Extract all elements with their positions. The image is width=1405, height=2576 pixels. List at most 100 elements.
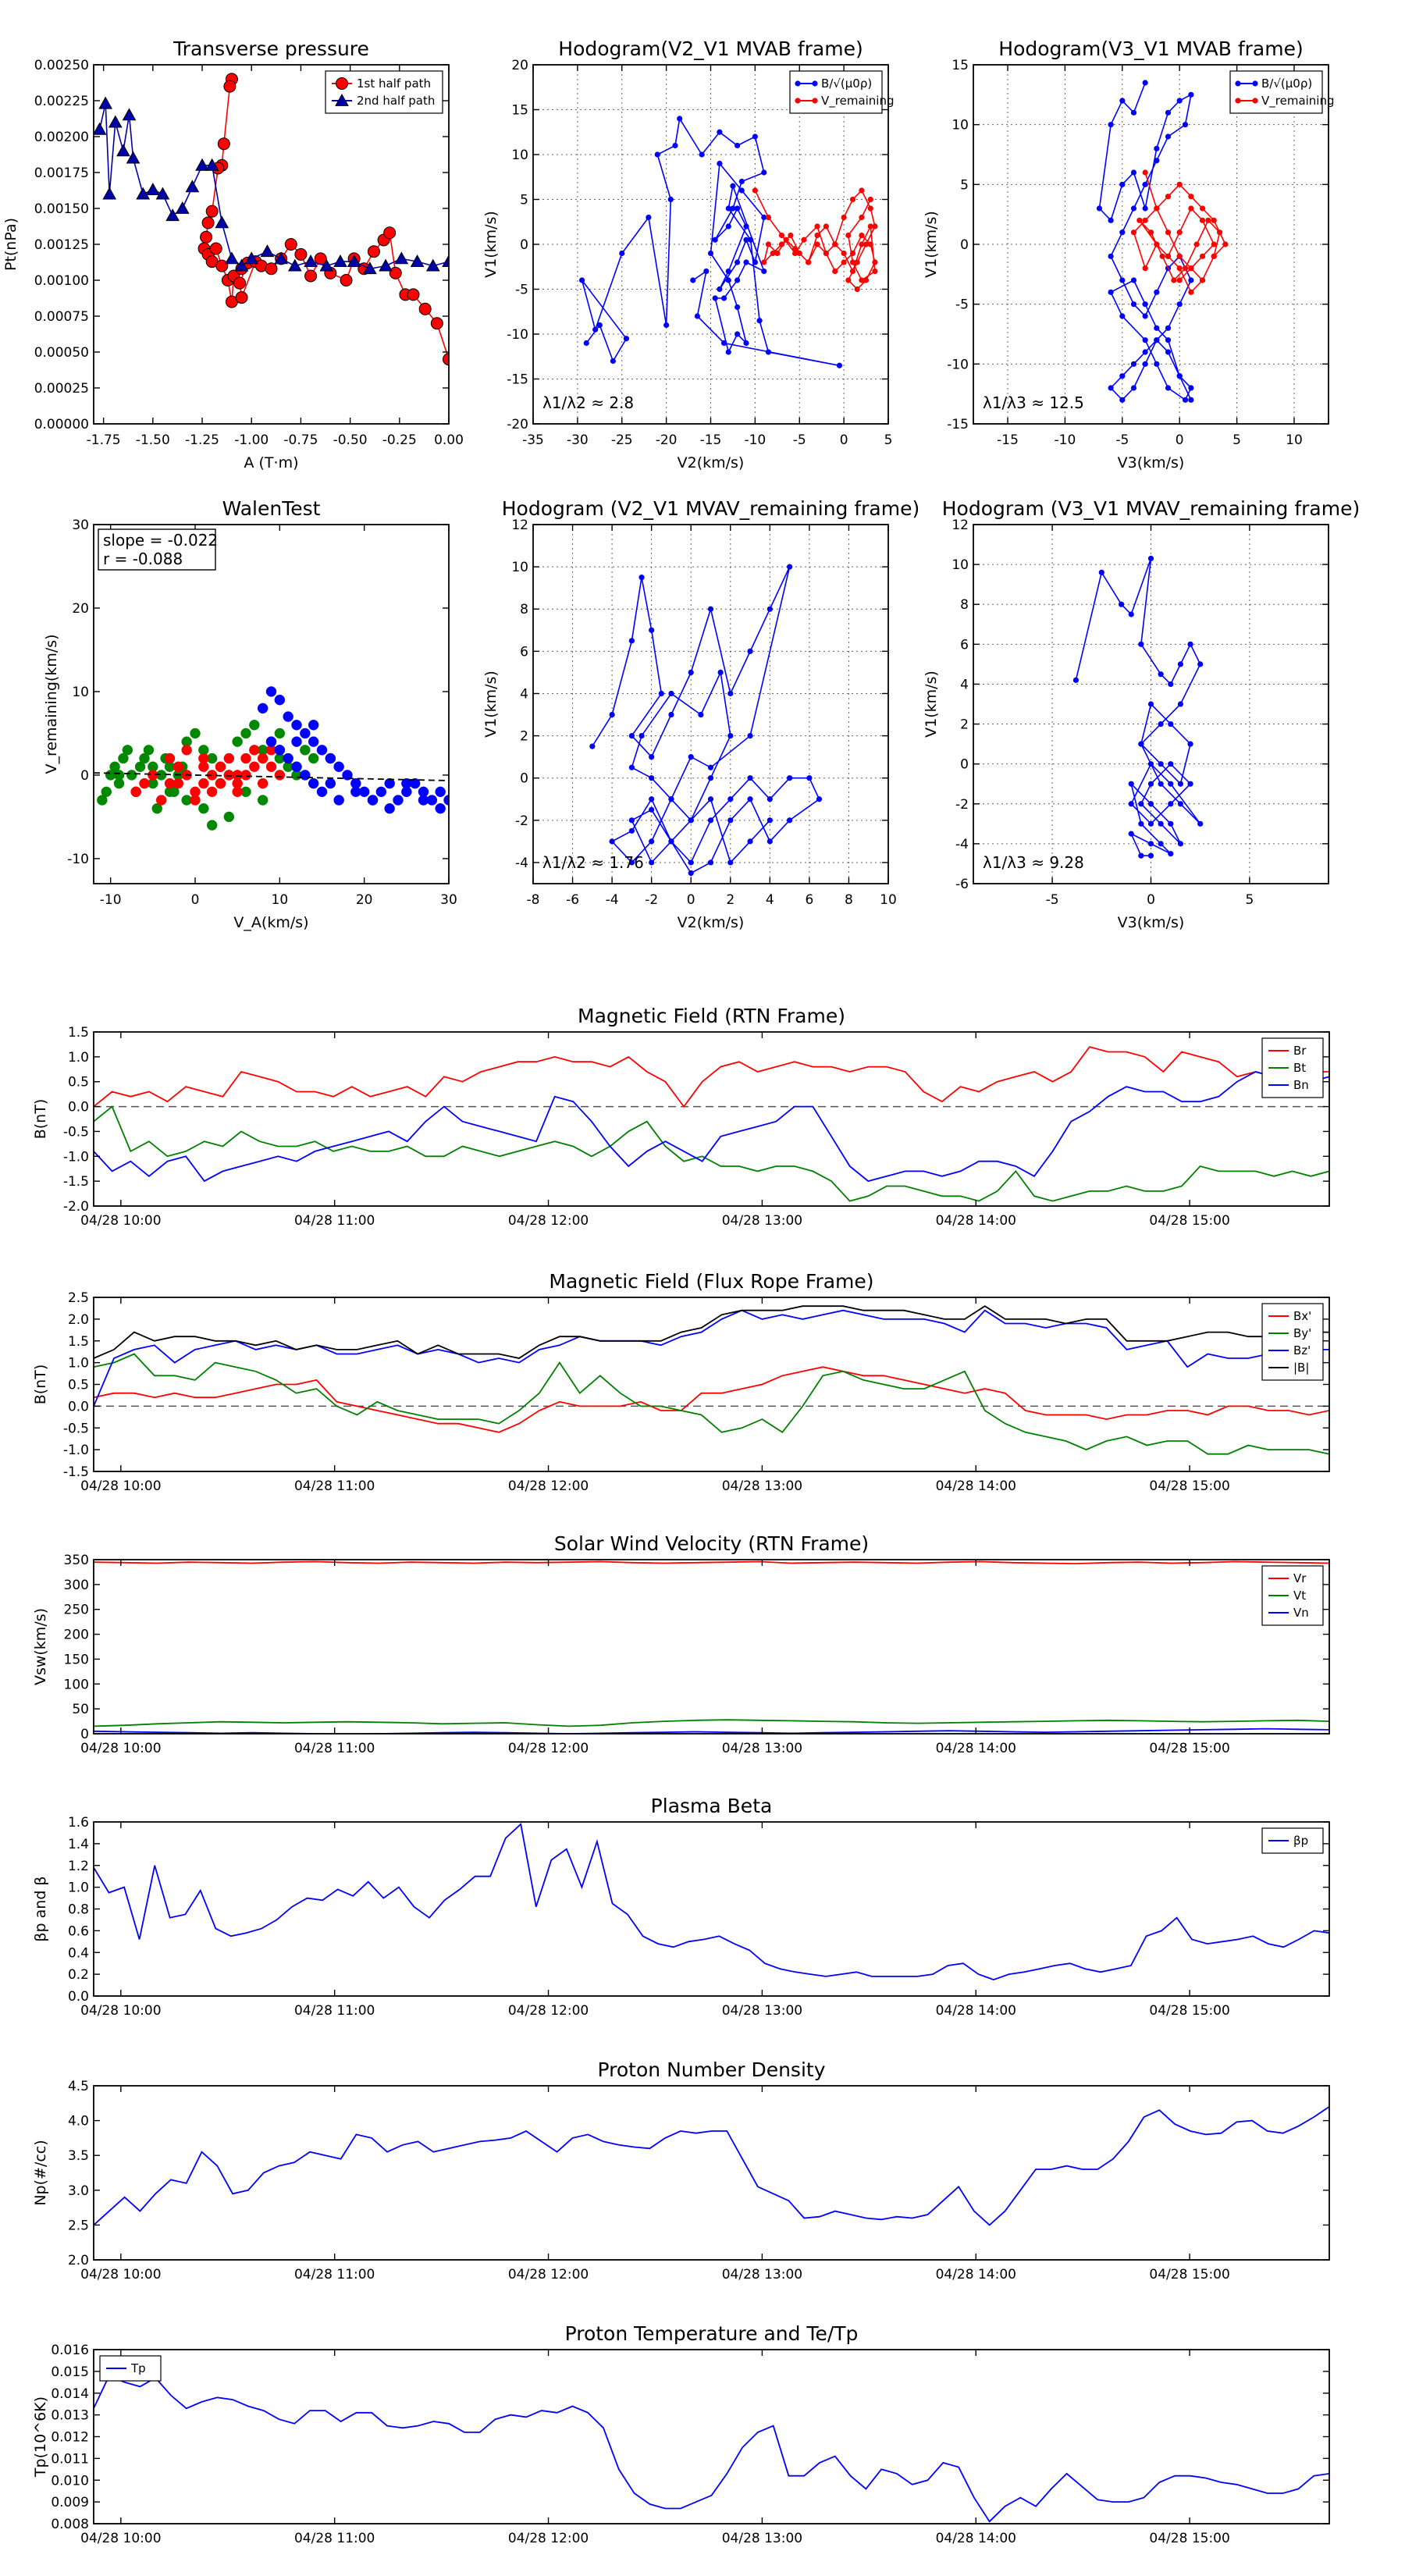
data-point (1168, 801, 1174, 807)
data-point (1168, 761, 1174, 767)
legend-box (325, 70, 443, 114)
x-tick-label: -0.75 (283, 432, 318, 448)
data-point (783, 237, 789, 243)
data-point (1188, 194, 1194, 200)
scatter-point (257, 795, 269, 806)
scatter-point (274, 770, 286, 781)
data-point (699, 151, 705, 158)
data-point (747, 838, 753, 845)
data-point (1187, 641, 1193, 647)
data-point (155, 187, 170, 200)
data-point (1142, 349, 1148, 355)
data-point (743, 340, 749, 347)
data-point (1165, 253, 1172, 259)
data-point (274, 251, 288, 265)
y-tick-label: 2.5 (68, 1290, 89, 1306)
data-point (1193, 241, 1200, 247)
data-point (707, 796, 714, 802)
data-point (1176, 98, 1183, 104)
data-point (443, 353, 449, 366)
y-axis-label: Np(#/cc) (32, 2140, 49, 2205)
scatter-point (393, 795, 404, 806)
chart-title: Plasma Beta (651, 1795, 773, 1817)
legend-label: B/√(μ0ρ) (821, 76, 872, 91)
data-point (690, 277, 696, 283)
data-point (1154, 337, 1160, 343)
data-point (649, 754, 655, 760)
data-point (1142, 337, 1148, 343)
data-point (1138, 820, 1144, 827)
x-tick-label: 04/28 11:00 (294, 2267, 375, 2282)
data-point (649, 806, 655, 813)
data-point (730, 183, 736, 189)
data-point (845, 232, 852, 239)
data-point (1108, 385, 1114, 391)
y-tick-label: 0 (520, 771, 528, 787)
stats-box (98, 528, 216, 571)
data-point (816, 796, 823, 802)
series-line-vr (94, 1560, 1329, 1565)
y-tick-label: 0.5 (68, 1075, 89, 1091)
data-point (628, 827, 635, 834)
data-point (225, 251, 239, 265)
data-point (688, 669, 694, 676)
y-tick-label: -10 (507, 327, 528, 343)
x-tick-label: 8 (845, 892, 853, 908)
data-point (1147, 701, 1154, 707)
scatter-point (190, 728, 201, 739)
x-axis-label: V2(km/s) (678, 914, 745, 931)
data-point (379, 258, 393, 272)
data-point (1176, 277, 1183, 283)
ratio-annotation: λ1/λ3 ≈ 9.28 (983, 853, 1084, 872)
series-group-mag_fr (94, 1305, 1329, 1455)
data-point (778, 232, 785, 239)
data-point (849, 196, 856, 203)
x-axis-label: V3(km/s) (1118, 914, 1185, 931)
series-line-0 (94, 2106, 1329, 2226)
data-point (1168, 720, 1174, 728)
x-tick-label: 04/28 14:00 (936, 2267, 1016, 2282)
data-point (638, 575, 645, 581)
x-tick-label: 10 (880, 892, 897, 908)
data-point (265, 262, 278, 276)
y-tick-label: 0.010 (51, 2473, 89, 2489)
data-point (791, 250, 799, 257)
data-point (823, 223, 829, 229)
y-axis-label: B(nT) (32, 1364, 49, 1405)
scatter-point (257, 703, 269, 714)
y-tick-label: 10 (951, 557, 969, 573)
panel-h3: -4 -2 0 2 4 6 8 10 12 -8 -6 -4 -2 0 2 4 6 8 10 Hodogram (V2… (482, 497, 919, 931)
y-tick-label: 0.4 (68, 1945, 89, 1961)
data-point (832, 241, 838, 247)
data-point (1168, 681, 1174, 688)
x-tick-label: -0.25 (382, 432, 417, 448)
x-tick-label: 04/28 13:00 (722, 2267, 802, 2282)
series-group-tp (94, 73, 449, 366)
data-point (638, 732, 645, 739)
legend-marker (812, 98, 818, 104)
data-point (363, 262, 377, 275)
y-tick-label: 0.009 (51, 2495, 89, 2510)
data-point (108, 115, 123, 128)
data-point (1128, 781, 1134, 787)
data-point (1199, 277, 1206, 283)
data-point (592, 326, 599, 333)
scatter-point (274, 745, 286, 756)
y-tick-label: 0.008 (51, 2517, 89, 2532)
y-axis-label: B(nT) (32, 1099, 49, 1140)
scatter-point (130, 786, 141, 798)
data-point (735, 331, 741, 337)
data-point (1176, 301, 1183, 308)
y-tick-label: 4.0 (68, 2114, 89, 2129)
data-point (1147, 841, 1154, 847)
scatter-point (418, 795, 429, 806)
data-point (1211, 217, 1217, 223)
y-tick-label: -2.0 (63, 1199, 89, 1215)
scatter-point (215, 761, 226, 772)
data-point (1154, 158, 1160, 164)
data-point (578, 277, 585, 283)
series-line-bn (94, 1071, 1329, 1183)
data-point (333, 254, 347, 267)
x-tick-label: 5 (1245, 892, 1254, 908)
y-tick-label: 8 (960, 597, 969, 613)
